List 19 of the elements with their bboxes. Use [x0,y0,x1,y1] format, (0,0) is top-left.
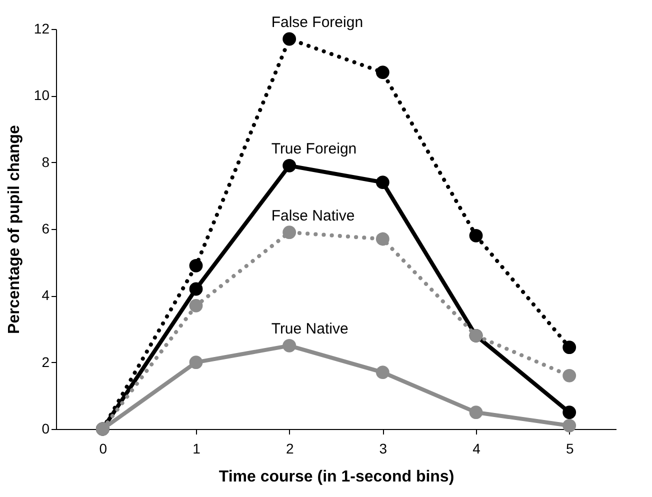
x-tick-label: 0 [99,440,108,456]
x-tick-label: 4 [472,440,481,456]
y-tick-label: 4 [42,287,50,304]
x-tick-label: 3 [379,440,388,456]
y-tick-label: 2 [42,354,50,370]
y-tick-label: 10 [34,87,50,104]
y-tick-label: 0 [42,420,50,436]
series-label: False Native [271,207,355,224]
series-label: True Native [271,320,348,338]
series-label: False Foreign [271,14,364,31]
x-axis-title: Time course (in 1-second bins) [218,468,454,486]
x-tick-label: 2 [286,440,294,456]
y-tick-label: 8 [42,154,50,170]
y-tick-label: 12 [34,20,50,36]
x-tick-label: 5 [566,440,574,456]
series-label: True Foreign [271,140,357,158]
y-tick-label: 6 [42,220,50,236]
y-axis-title: Percentage of pupil change [6,124,23,334]
x-tick-label: 1 [192,440,201,456]
